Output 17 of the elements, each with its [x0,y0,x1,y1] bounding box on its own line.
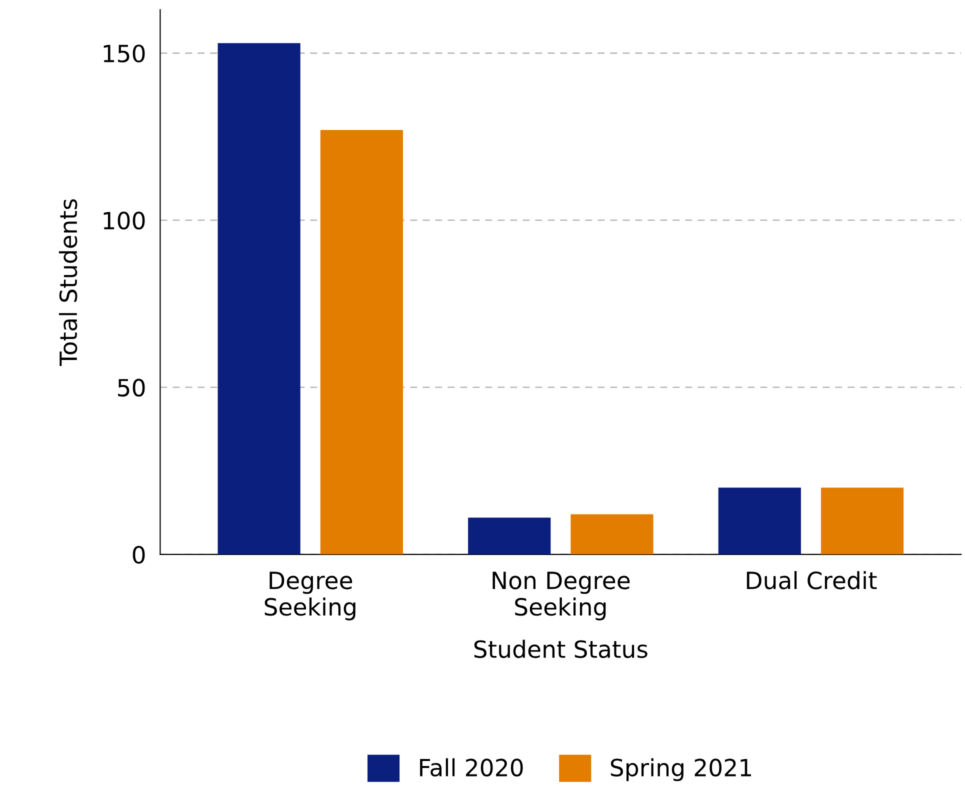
y-axis-title: Total Students [58,199,78,366]
x-tick-label: Dual Credit [746,571,877,590]
x-axis-title: Student Status [474,640,648,658]
bar [468,518,551,554]
bar [218,43,300,554]
x-tick-label: Non Degree Seeking [492,572,630,620]
bar [718,488,801,554]
y-tick-label: 50 [118,378,145,397]
legend-label: Spring 2021 [610,758,751,782]
y-tick-label: 150 [104,44,145,62]
x-tick-label: Degree Seeking [264,572,356,620]
y-tick-label: 100 [104,212,145,230]
bar [320,130,403,554]
legend-label: Fall 2020 [420,758,523,777]
bar [570,514,654,554]
y-tick-label: 0 [132,546,145,564]
bar [820,488,904,554]
